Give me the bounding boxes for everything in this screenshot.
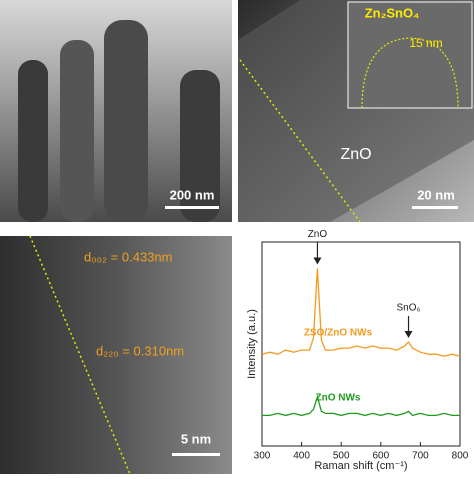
series-label: ZSO/ZnO NWs <box>304 328 373 339</box>
annotation-label: SnO₆ <box>396 303 420 314</box>
scale-bar-label: 200 nm <box>170 187 215 202</box>
region-label: ZnO <box>340 146 371 163</box>
tem-image-a: 200 nm <box>0 0 232 222</box>
inset-thickness: 15 nm <box>409 36 442 50</box>
d-spacing-label: d₀₀₂ = 0.433nm <box>84 249 172 264</box>
hrtem-image-c: d₀₀₂ = 0.433nm d₂₂₀ = 0.310nm 5 nm <box>0 235 232 475</box>
x-tick-label: 600 <box>372 451 389 462</box>
x-tick-label: 700 <box>412 451 429 462</box>
raman-chart: 300 400 500 600 700 800 Raman shift (cm⁻¹) Inte… <box>246 229 469 472</box>
x-tick-label: 400 <box>293 451 310 462</box>
x-axis-label: Raman shift (cm⁻¹) <box>314 460 407 472</box>
x-tick-label: 500 <box>333 451 350 462</box>
series-line <box>262 394 460 417</box>
x-tick-label: 800 <box>452 451 469 462</box>
scale-bar-label: 5 nm <box>181 431 211 446</box>
x-tick-label: 300 <box>254 451 271 462</box>
arrow-head <box>313 257 322 265</box>
d-spacing-label: d₂₂₀ = 0.310nm <box>96 343 184 358</box>
annotation-label: ZnO <box>308 229 328 240</box>
tem-image-b: Zn₂SnO₄ 15 nm ZnO 20 nm <box>238 0 474 223</box>
plot-frame <box>261 241 461 447</box>
inset-label: Zn₂SnO₄ <box>365 5 420 20</box>
chart-panel <box>238 236 474 474</box>
series-line <box>261 268 461 357</box>
scale-bar-label: 20 nm <box>417 187 455 202</box>
arrow-head <box>404 330 413 338</box>
y-axis-label: Intensity (a.u.) <box>246 309 258 379</box>
series-label: ZnO NWs <box>316 393 361 404</box>
